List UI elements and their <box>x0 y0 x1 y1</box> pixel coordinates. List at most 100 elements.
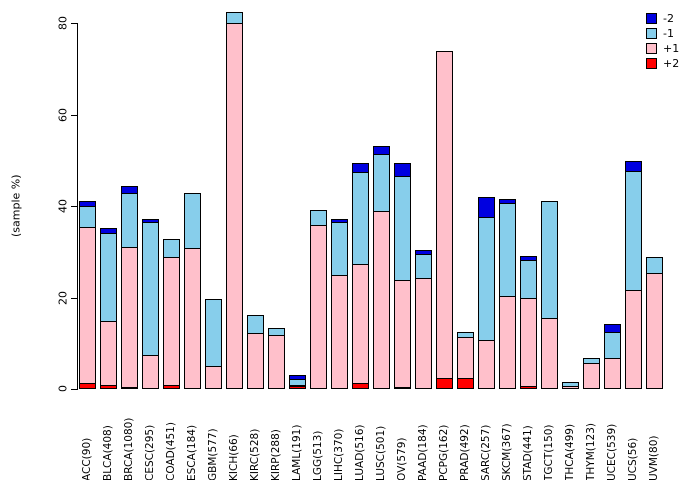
bar-segment--1 <box>309 210 327 226</box>
bar-segment-+1 <box>561 385 579 389</box>
bar-segment-+1 <box>225 23 243 389</box>
x-axis-label-COAD(451): COAD(451) <box>165 422 177 480</box>
bar-segment-+1 <box>309 225 327 389</box>
y-axis-tick-label: 80 <box>56 16 70 30</box>
bar-COAD(451) <box>162 238 180 389</box>
bar-segment--1 <box>645 257 663 274</box>
legend-entry--2: -2 <box>646 12 679 25</box>
x-axis-label-CESC(295): CESC(295) <box>144 424 156 480</box>
x-axis-label-ESCA(184): ESCA(184) <box>186 424 198 480</box>
bar-LGG(513) <box>309 210 327 389</box>
bar-segment--2 <box>330 218 348 223</box>
bar-segment--1 <box>519 259 537 298</box>
x-axis-label-UCS(56): UCS(56) <box>627 437 639 480</box>
bar-segment-+1 <box>141 355 159 389</box>
bar-segment--1 <box>624 170 642 291</box>
y-axis-tick-label: 40 <box>56 199 70 213</box>
y-axis-tick <box>71 23 77 24</box>
bar-segment-+1 <box>99 320 117 386</box>
bar-BLCA(408) <box>99 227 117 389</box>
x-axis-label-LUAD(516): LUAD(516) <box>354 424 366 480</box>
x-axis-label-THCA(499): THCA(499) <box>564 423 576 480</box>
bar-segment--2 <box>603 323 621 332</box>
legend-label: -1 <box>663 26 674 40</box>
bar-LUSC(501) <box>372 145 390 389</box>
bar-ESCA(184) <box>183 192 201 389</box>
bar-segment--1 <box>561 381 579 386</box>
y-axis-tick <box>71 206 77 207</box>
bar-segment-+1 <box>477 340 495 389</box>
x-axis-label-KIRP(288): KIRP(288) <box>270 429 282 480</box>
bar-segment-+1 <box>162 256 180 386</box>
bar-segment-+1 <box>372 211 390 389</box>
bar-segment--1 <box>141 222 159 356</box>
bar-LUAD(516) <box>351 163 369 389</box>
bar-SKCM(367) <box>498 199 516 389</box>
bar-segment-+2 <box>78 382 96 389</box>
bar-segment-+1 <box>498 296 516 389</box>
y-axis-tick-label: 60 <box>56 107 70 122</box>
y-axis-tick <box>71 389 77 390</box>
bar-segment--2 <box>141 219 159 223</box>
bar-TGCT(150) <box>540 200 558 389</box>
y-axis-tick-label: 20 <box>56 290 70 305</box>
bar-segment--2 <box>120 185 138 194</box>
x-axis-label-THYM(123): THYM(123) <box>585 422 597 480</box>
bar-ACC(90) <box>78 200 96 389</box>
bar-THYM(123) <box>582 358 600 389</box>
bar-GBM(577) <box>204 298 222 389</box>
bar-segment-+1 <box>246 332 264 389</box>
bar-segment-+1 <box>519 297 537 387</box>
bar-STAD(441) <box>519 255 537 389</box>
y-axis-line <box>77 23 78 390</box>
x-axis-label-ACC(90): ACC(90) <box>81 437 93 480</box>
bar-segment--1 <box>582 358 600 364</box>
legend-label: +2 <box>663 56 680 70</box>
x-axis-label-LUSC(501): LUSC(501) <box>375 425 387 480</box>
bar-segment--1 <box>603 331 621 359</box>
bar-segment--1 <box>540 200 558 319</box>
x-axis-label-LIHC(370): LIHC(370) <box>333 428 345 480</box>
bar-segment-+2 <box>456 378 474 389</box>
bar-KIRP(288) <box>267 327 285 389</box>
bar-segment--1 <box>246 314 264 333</box>
bar-BRCA(1080) <box>120 185 138 389</box>
bar-segment-+2 <box>435 378 453 389</box>
bar-segment--2 <box>624 160 642 171</box>
bar-SARC(257) <box>477 197 495 389</box>
bar-segment-+1 <box>624 290 642 389</box>
y-axis-tick-label: 0 <box>56 385 70 393</box>
bar-CESC(295) <box>141 219 159 389</box>
x-axis-label-LGG(513): LGG(513) <box>312 430 324 480</box>
bar-segment--1 <box>99 233 117 321</box>
x-axis-label-UVM(80): UVM(80) <box>648 435 660 480</box>
bar-segment--1 <box>78 206 96 227</box>
bar-segment--1 <box>162 238 180 257</box>
bar-segment-+1 <box>183 247 201 389</box>
y-axis-title: (sample %) <box>9 174 23 238</box>
bar-segment-+1 <box>603 358 621 389</box>
legend-swatch <box>646 42 657 54</box>
bar-segment-+1 <box>456 336 474 379</box>
bar-segment-+2 <box>162 385 180 389</box>
bar-segment-+2 <box>120 387 138 389</box>
bar-segment-+1 <box>582 363 600 389</box>
x-axis-label-KIRC(528): KIRC(528) <box>249 428 261 480</box>
x-axis-label-BLCA(408): BLCA(408) <box>102 425 114 480</box>
bar-segment--1 <box>456 331 474 337</box>
bar-PAAD(184) <box>414 249 432 389</box>
bar-segment-+1 <box>120 247 138 387</box>
bar-segment--1 <box>498 203 516 297</box>
bar-KICH(66) <box>225 12 243 389</box>
x-axis-label-BRCA(1080): BRCA(1080) <box>123 417 135 480</box>
bar-LAML(191) <box>288 375 306 389</box>
x-axis-label-GBM(577): GBM(577) <box>207 428 219 480</box>
bar-UCS(56) <box>624 160 642 389</box>
bar-segment--2 <box>99 227 117 234</box>
x-axis-label-OV(579): OV(579) <box>396 437 408 480</box>
y-axis-tick <box>71 114 77 116</box>
legend: -2 -1 +1 +2 <box>646 12 680 70</box>
bar-LIHC(370) <box>330 218 348 389</box>
legend-swatch <box>646 12 657 24</box>
bar-KIRC(528) <box>246 314 264 389</box>
